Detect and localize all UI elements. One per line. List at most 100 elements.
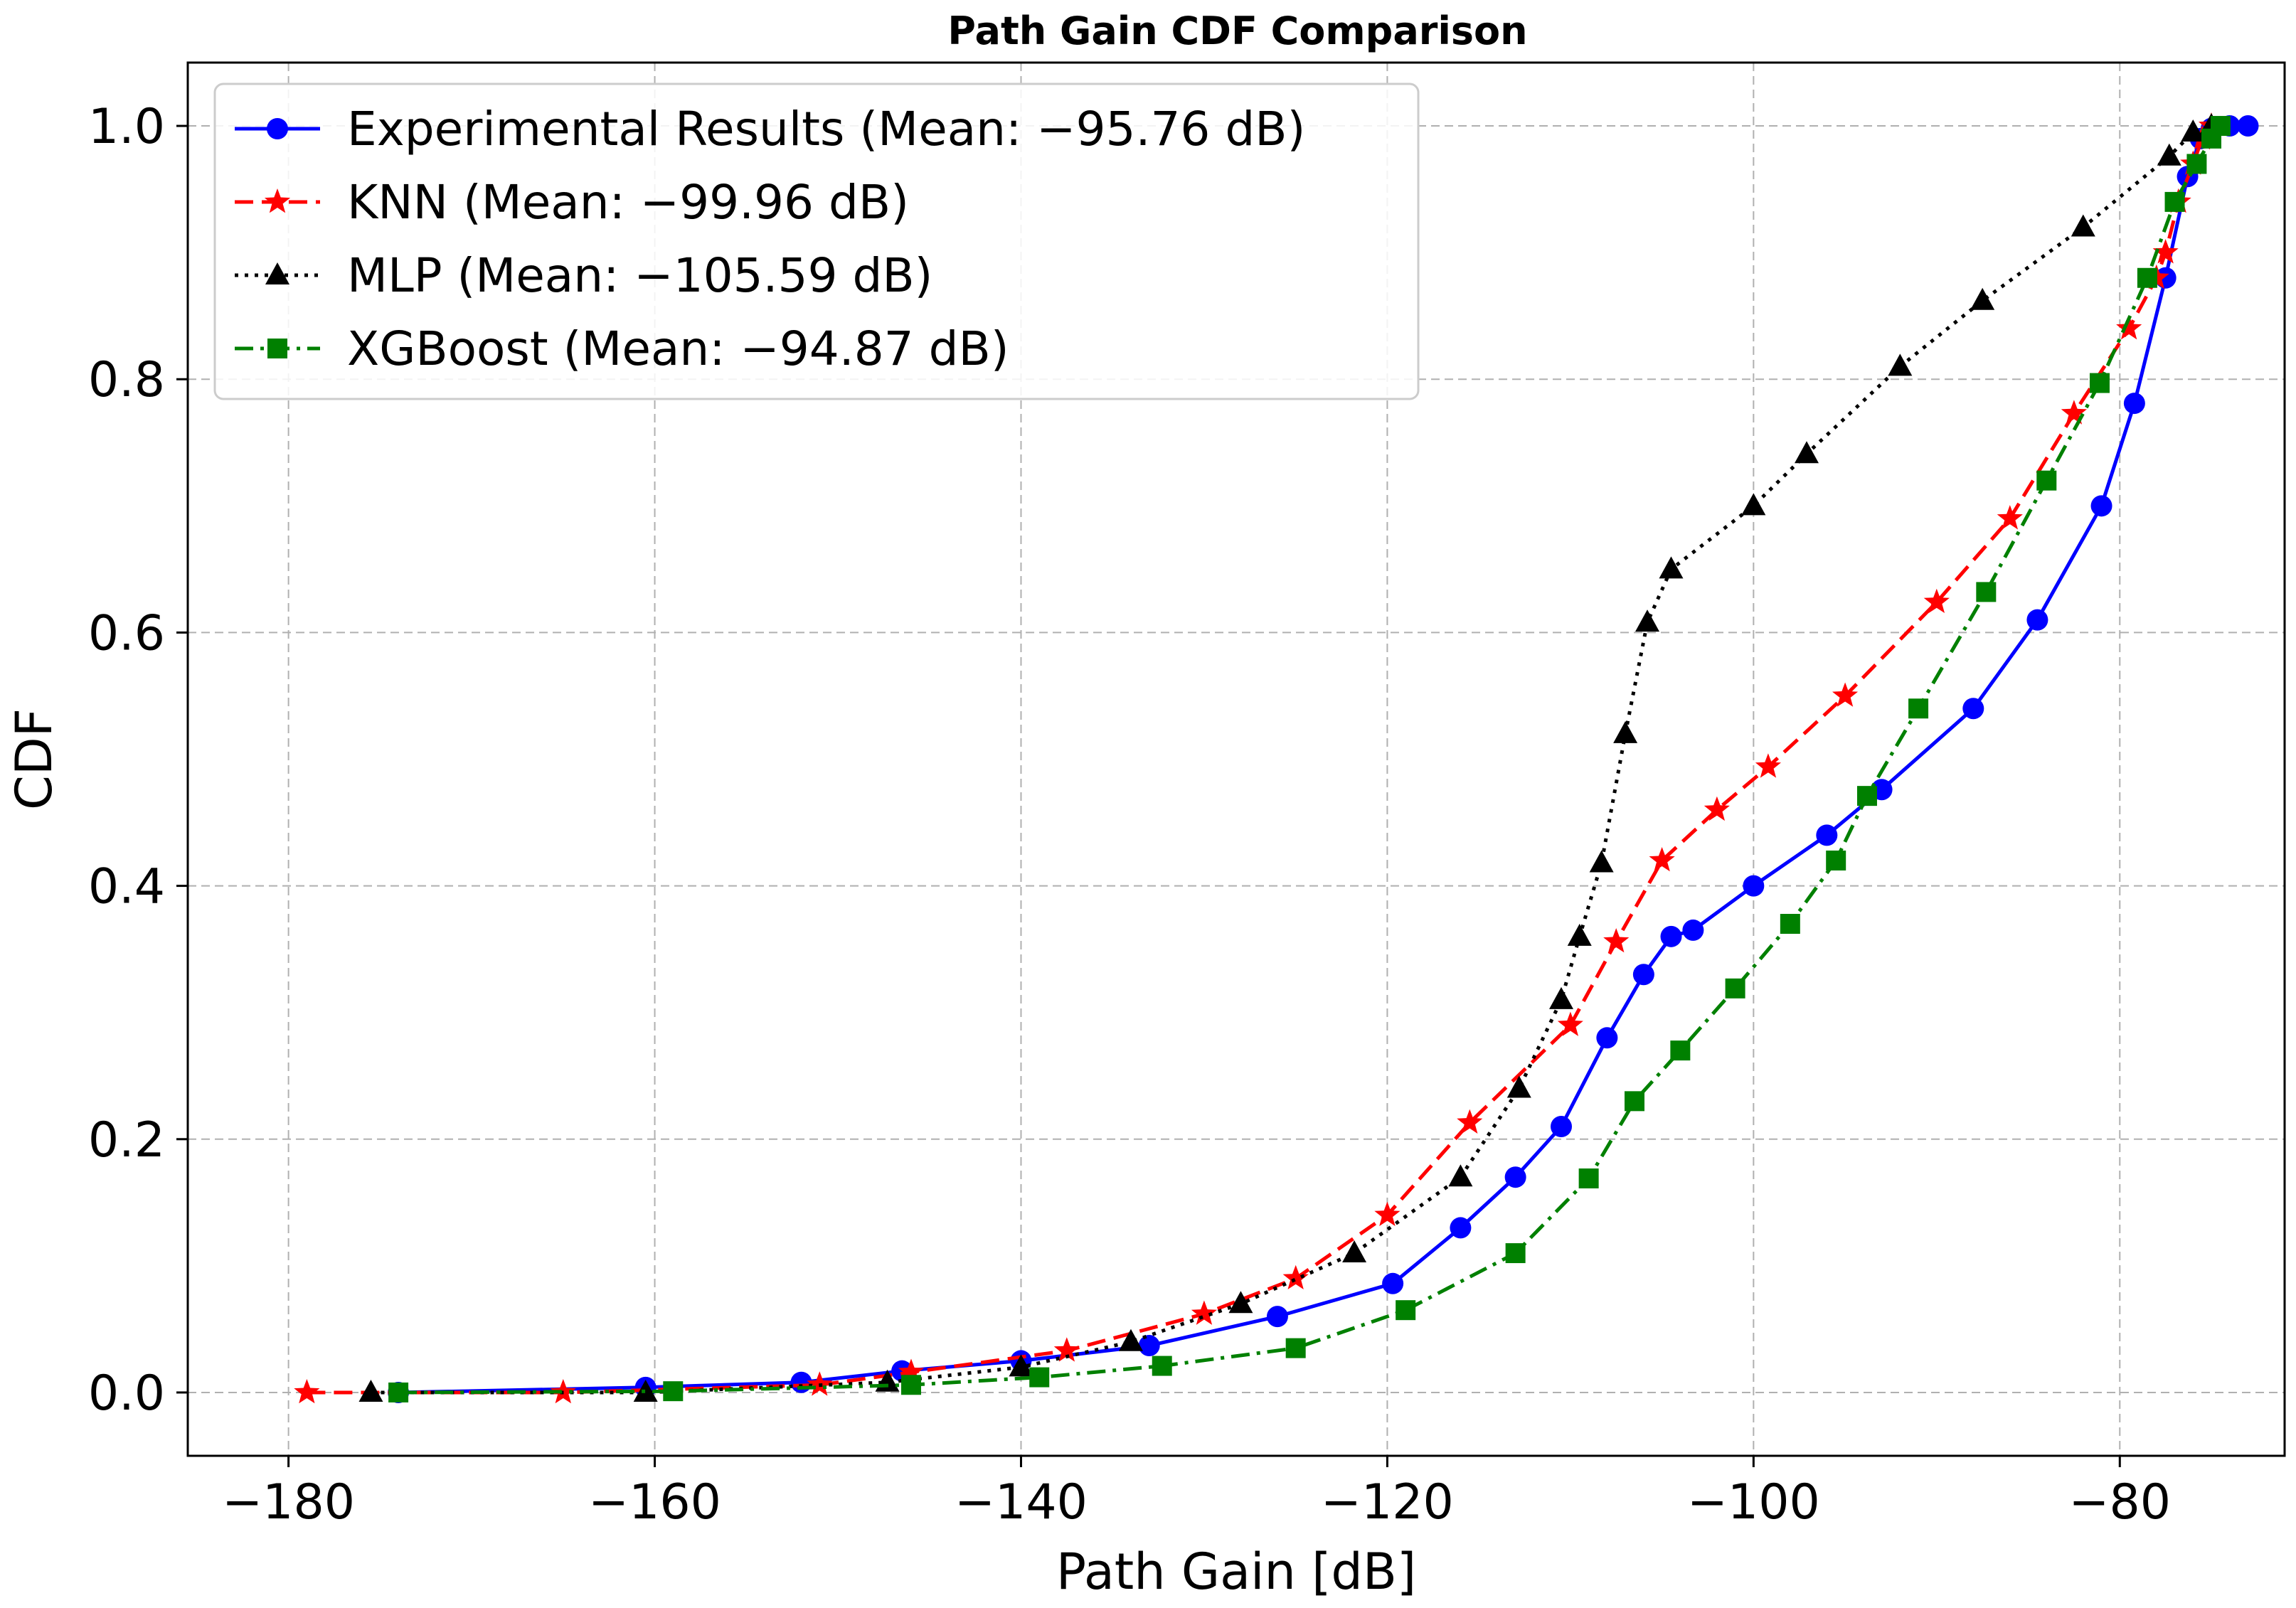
series-4-point xyxy=(1908,698,1929,719)
series-4-point xyxy=(1029,1367,1050,1388)
series-2-point xyxy=(898,1358,925,1383)
series-3-point xyxy=(1549,986,1574,1009)
series-3-point xyxy=(1970,287,1995,310)
y-tick-label: 0.4 xyxy=(88,859,165,915)
y-tick-label: 1.0 xyxy=(88,99,165,155)
series-4-point xyxy=(900,1375,921,1395)
x-tick-label: −140 xyxy=(955,1474,1088,1530)
series-3-point xyxy=(2181,119,2206,142)
series-3-point xyxy=(2157,143,2181,166)
x-tick-label: −160 xyxy=(588,1474,721,1530)
legend-label-1: Experimental Results (Mean: −95.76 dB) xyxy=(347,102,1305,156)
series-1-point xyxy=(1382,1272,1404,1294)
series-3-point xyxy=(1567,923,1592,946)
series-4-point xyxy=(2089,373,2110,393)
series-4-point xyxy=(2186,154,2207,174)
x-tick-label: −120 xyxy=(1321,1474,1454,1530)
x-axis-label: Path Gain [dB] xyxy=(1056,1543,1416,1601)
series-4-point xyxy=(1856,786,1877,806)
series-4-point xyxy=(1780,914,1800,935)
y-tick-label: 0.0 xyxy=(88,1365,165,1422)
chart-title: Path Gain CDF Comparison xyxy=(947,9,1527,53)
series-1-point xyxy=(1138,1335,1160,1357)
legend: Experimental Results (Mean: −95.76 dB) KN… xyxy=(213,82,1420,400)
series-3-point xyxy=(1506,1075,1531,1098)
series-3-point xyxy=(1228,1291,1253,1314)
series-1-point xyxy=(1504,1166,1526,1188)
series-3-point xyxy=(1659,556,1684,579)
series-4-point xyxy=(1396,1300,1416,1321)
series-4-point xyxy=(1624,1091,1644,1112)
series-3-point xyxy=(633,1379,658,1402)
series-4-point xyxy=(1670,1040,1691,1061)
y-tick-label: 0.2 xyxy=(88,1112,165,1168)
series-3-point xyxy=(2071,214,2095,237)
series-1-point xyxy=(2090,495,2112,517)
series-3-point xyxy=(1888,353,1913,376)
series-4 xyxy=(388,116,2231,1402)
series-3-point xyxy=(1448,1164,1473,1187)
legend-label-3: MLP (Mean: −105.59 dB) xyxy=(347,248,932,303)
plot-frame xyxy=(186,61,2286,1457)
series-4-point xyxy=(1976,582,1997,602)
series-4-point xyxy=(1285,1338,1306,1358)
series-4-point xyxy=(2137,267,2157,288)
series-1-point xyxy=(1660,925,1682,947)
legend-label-4: XGBoost (Mean: −94.87 dB) xyxy=(347,321,1009,376)
series-4-point xyxy=(2210,116,2231,137)
series-1-point xyxy=(1816,824,1838,846)
series-3-point xyxy=(1741,493,1766,516)
series-2-point xyxy=(1997,505,2023,530)
legend-box xyxy=(213,82,1420,400)
series-1-point xyxy=(1632,964,1654,986)
series-1-point xyxy=(1596,1027,1618,1049)
series-2-point xyxy=(1704,796,1730,821)
x-tick-label: −100 xyxy=(1687,1474,1820,1530)
series-4-point xyxy=(2036,470,2057,491)
series-2-point xyxy=(2116,315,2142,340)
series-2-point xyxy=(2061,400,2087,425)
series-2-point xyxy=(1832,682,1859,707)
series-2-point xyxy=(1374,1201,1401,1226)
series-2-point xyxy=(1923,588,1950,613)
tick-layer: −180 −160 −140 −120 −100 −80 0.0 0.2 0.4 0.6 0.8 1.… xyxy=(88,99,2171,1530)
series-4-point xyxy=(388,1382,409,1402)
series-1-point xyxy=(1962,698,1984,720)
series-layer xyxy=(294,112,2259,1404)
series-1-point xyxy=(1266,1306,1288,1328)
series-4-point xyxy=(1725,978,1745,999)
legend-marker-1 xyxy=(267,118,288,139)
series-2-point xyxy=(2152,239,2179,264)
series-3-point xyxy=(1635,609,1660,632)
series-3-point xyxy=(1118,1329,1143,1351)
series-2-point xyxy=(1282,1264,1309,1289)
series-1-point xyxy=(1743,875,1765,897)
series-1-point xyxy=(1450,1217,1472,1239)
x-tick-label: −80 xyxy=(2069,1474,2172,1530)
y-tick-label: 0.8 xyxy=(88,352,165,408)
series-4-point xyxy=(1152,1356,1172,1376)
series-3-point xyxy=(1589,850,1614,873)
series-1-point xyxy=(790,1371,812,1393)
series-4-point xyxy=(1505,1243,1526,1264)
legend-marker-3 xyxy=(265,262,289,284)
y-tick-label: 0.6 xyxy=(88,605,165,661)
series-4-point xyxy=(663,1381,684,1402)
series-4-point xyxy=(1826,850,1846,870)
series-2-point xyxy=(1053,1337,1080,1362)
legend-marker-2 xyxy=(264,188,291,213)
series-1-point xyxy=(2237,115,2259,137)
series-1-point xyxy=(1682,919,1704,941)
series-2-point xyxy=(1557,1011,1583,1036)
series-3-point xyxy=(358,1379,383,1402)
series-2-point xyxy=(1603,928,1630,953)
series-1-line xyxy=(398,124,2248,1395)
y-axis-label: CDF xyxy=(5,708,63,810)
series-1-point xyxy=(1551,1115,1573,1137)
series-2-point xyxy=(1457,1109,1483,1134)
series-3-point xyxy=(1795,441,1819,464)
series-2-point xyxy=(294,1379,320,1404)
series-2-point xyxy=(1191,1300,1217,1325)
